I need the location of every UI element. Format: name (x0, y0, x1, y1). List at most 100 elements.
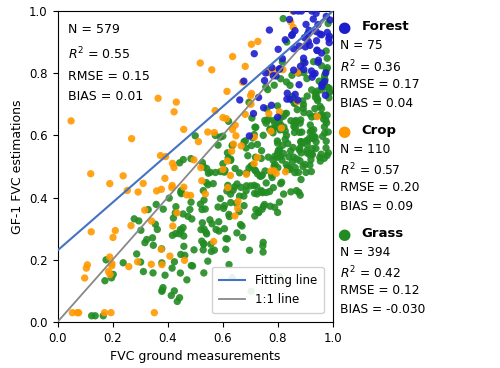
Point (287, 19, 295, 25)
Point (282, 79, 290, 85)
Point (276, 66, 283, 72)
Point (220, 205, 228, 211)
Point (298, 140, 306, 146)
Point (274, 153, 282, 159)
Point (311, 134, 319, 140)
Point (320, 72, 328, 78)
Point (278, 125, 285, 131)
Point (274, 114, 281, 120)
Point (276, 66, 284, 72)
Point (308, 114, 316, 120)
Point (274, 124, 282, 130)
Point (154, 227, 162, 233)
Point (271, 153, 279, 159)
Point (188, 263, 196, 269)
Point (294, 107, 302, 113)
Text: N = 75: N = 75 (340, 39, 383, 52)
Point (323, 112, 331, 118)
Point (308, 68, 316, 74)
Point (316, 103, 324, 109)
Point (284, 164, 292, 170)
Point (215, 228, 223, 234)
Point (290, 130, 298, 135)
Point (274, 209, 281, 215)
Point (250, 183, 258, 188)
Point (158, 260, 166, 266)
Text: RMSE = 0.20: RMSE = 0.20 (340, 181, 419, 194)
Point (248, 162, 256, 168)
Point (314, 22, 322, 28)
Point (266, 127, 274, 132)
Point (274, 138, 281, 144)
Point (288, 72, 296, 78)
Point (143, 237, 151, 243)
Point (318, 134, 326, 139)
Point (176, 227, 184, 233)
Point (180, 257, 188, 263)
Point (158, 186, 166, 192)
Point (168, 265, 176, 271)
Point (177, 228, 185, 234)
Point (286, 17, 294, 22)
Point (320, 78, 328, 84)
Point (231, 122, 239, 128)
Point (319, 112, 327, 118)
Point (320, 155, 328, 161)
Point (136, 259, 144, 265)
Point (106, 181, 114, 187)
Point (283, 96, 291, 102)
Point (313, 47, 321, 53)
Point (170, 259, 178, 265)
Point (242, 188, 250, 194)
Point (228, 143, 236, 149)
Point (312, 93, 320, 99)
Point (284, 141, 292, 146)
Point (74, 310, 82, 316)
Text: Crop: Crop (362, 124, 396, 137)
Point (254, 209, 262, 215)
Point (276, 181, 284, 187)
Point (282, 37, 290, 43)
Point (258, 188, 266, 194)
Point (261, 117, 269, 123)
Point (276, 199, 283, 205)
Point (196, 201, 204, 207)
Point (290, 67, 298, 73)
Point (308, 87, 316, 93)
Point (257, 189, 265, 195)
Point (270, 204, 278, 210)
Point (228, 148, 235, 154)
Point (318, 50, 326, 56)
Point (202, 180, 210, 185)
Point (178, 191, 186, 197)
Y-axis label: GF-1 FVC estimations: GF-1 FVC estimations (10, 99, 24, 234)
Point (228, 127, 236, 132)
Point (310, 133, 318, 139)
Point (274, 140, 281, 146)
Point (224, 118, 232, 124)
Point (237, 184, 245, 190)
Point (292, 188, 300, 194)
Point (201, 206, 209, 212)
Point (226, 156, 234, 162)
Point (128, 136, 136, 142)
Point (312, 90, 320, 96)
Point (320, 83, 328, 89)
Point (226, 173, 234, 178)
Point (270, 117, 278, 123)
Point (254, 171, 262, 177)
Point (257, 173, 265, 179)
Point (312, 113, 320, 119)
Point (302, 44, 310, 50)
Point (168, 160, 176, 166)
Point (302, 170, 310, 176)
Point (281, 136, 289, 142)
Point (225, 212, 233, 217)
Point (314, 96, 322, 102)
Point (197, 165, 205, 171)
Point (197, 227, 205, 233)
Point (253, 191, 261, 197)
Point (288, 159, 296, 164)
Point (191, 133, 199, 139)
Point (226, 158, 234, 163)
